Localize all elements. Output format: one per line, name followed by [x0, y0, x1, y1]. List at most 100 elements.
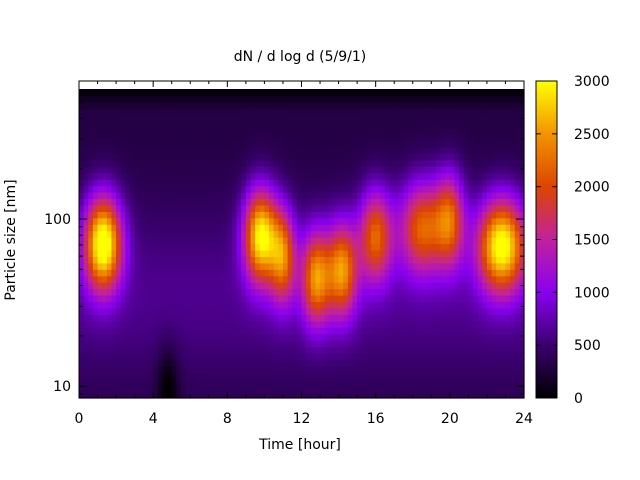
heatmap-cell: [204, 275, 210, 283]
heatmap-cell: [255, 127, 261, 135]
heatmap-cell: [371, 192, 377, 200]
heatmap-cell: [486, 365, 493, 373]
heatmap-cell: [139, 108, 145, 116]
heatmap-cell: [134, 256, 140, 264]
heatmap-cell: [255, 269, 261, 277]
heatmap-cell: [222, 204, 228, 212]
heatmap-cell: [320, 256, 326, 264]
heatmap-cell: [222, 134, 228, 142]
heatmap-cell: [102, 224, 108, 232]
heatmap-cell: [148, 89, 154, 97]
heatmap-cell: [157, 340, 164, 348]
heatmap-cell: [491, 365, 497, 373]
heatmap-cell: [171, 288, 177, 296]
heatmap-cell: [241, 211, 247, 219]
heatmap-cell: [287, 269, 293, 277]
heatmap-cell: [329, 295, 335, 303]
heatmap-cell: [389, 307, 395, 315]
heatmap-cell: [417, 127, 423, 135]
heatmap-cell: [185, 166, 191, 174]
heatmap-cell: [468, 172, 474, 180]
heatmap-cell: [204, 352, 210, 360]
heatmap-cell: [185, 198, 191, 206]
heatmap-cell: [398, 282, 405, 290]
heatmap-cell: [306, 114, 312, 122]
heatmap-cell: [468, 192, 474, 200]
heatmap-cell: [398, 378, 405, 386]
heatmap-cell: [347, 89, 354, 97]
heatmap-cell: [231, 288, 238, 296]
heatmap-cell: [139, 134, 145, 142]
heatmap-cell: [264, 230, 270, 238]
heatmap-cell: [477, 237, 483, 245]
heatmap-cell: [190, 127, 196, 135]
heatmap-cell: [194, 172, 201, 180]
heatmap-cell: [180, 237, 187, 245]
heatmap-cell: [296, 275, 303, 283]
heatmap-cell: [213, 295, 219, 303]
heatmap-cell: [454, 256, 460, 264]
heatmap-cell: [426, 307, 432, 315]
heatmap-cell: [394, 275, 400, 283]
heatmap-cell: [301, 127, 307, 135]
heatmap-cell: [449, 391, 456, 399]
heatmap-cell: [287, 282, 293, 290]
heatmap-cell: [482, 101, 488, 109]
heatmap-cell: [116, 385, 122, 393]
heatmap-cell: [97, 217, 103, 225]
heatmap-cell: [398, 301, 405, 309]
heatmap-cell: [352, 140, 358, 148]
heatmap-cell: [199, 327, 205, 335]
heatmap-cell: [282, 352, 289, 360]
heatmap-cell: [486, 333, 493, 341]
heatmap-cell: [403, 89, 409, 97]
heatmap-cell: [167, 146, 173, 154]
heatmap-cell: [218, 340, 224, 348]
heatmap-cell: [222, 179, 228, 187]
heatmap-cell: [306, 89, 312, 97]
heatmap-cell: [380, 333, 386, 341]
heatmap-cell: [505, 301, 511, 309]
heatmap-cell: [162, 108, 168, 116]
x-tick-label: 4: [149, 411, 158, 427]
heatmap-cell: [111, 282, 117, 290]
heatmap-cell: [264, 340, 270, 348]
heatmap-cell: [79, 385, 85, 393]
heatmap-cell: [347, 224, 354, 232]
heatmap-cell: [449, 166, 456, 174]
heatmap-cell: [111, 307, 117, 315]
heatmap-cell: [352, 295, 358, 303]
heatmap-cell: [398, 333, 405, 341]
heatmap-cell: [422, 359, 428, 367]
heatmap-cell: [519, 288, 525, 296]
heatmap-cell: [111, 352, 117, 360]
heatmap-cell: [241, 249, 247, 257]
heatmap-cell: [269, 372, 275, 380]
heatmap-cell: [92, 95, 99, 103]
heatmap-cell: [213, 114, 219, 122]
heatmap-cell: [227, 230, 233, 238]
heatmap-cell: [491, 159, 497, 167]
heatmap-cell: [259, 108, 266, 116]
heatmap-cell: [227, 307, 233, 315]
heatmap-cell: [459, 372, 465, 380]
heatmap-cell: [361, 282, 367, 290]
heatmap-cell: [454, 159, 460, 167]
heatmap-cell: [422, 243, 428, 251]
heatmap-cell: [199, 146, 205, 154]
heatmap-cell: [320, 198, 326, 206]
heatmap-cell: [412, 307, 418, 315]
heatmap-cell: [227, 114, 233, 122]
heatmap-cell: [306, 391, 312, 399]
heatmap-cell: [519, 146, 525, 154]
heatmap-cell: [389, 282, 395, 290]
heatmap-cell: [510, 365, 516, 373]
heatmap-cell: [417, 314, 423, 322]
heatmap-cell: [384, 295, 391, 303]
heatmap-cell: [482, 230, 488, 238]
heatmap-cell: [153, 95, 159, 103]
heatmap-cell: [92, 146, 99, 154]
heatmap-cell: [477, 385, 483, 393]
heatmap-cell: [384, 217, 391, 225]
heatmap-cell: [125, 121, 131, 129]
